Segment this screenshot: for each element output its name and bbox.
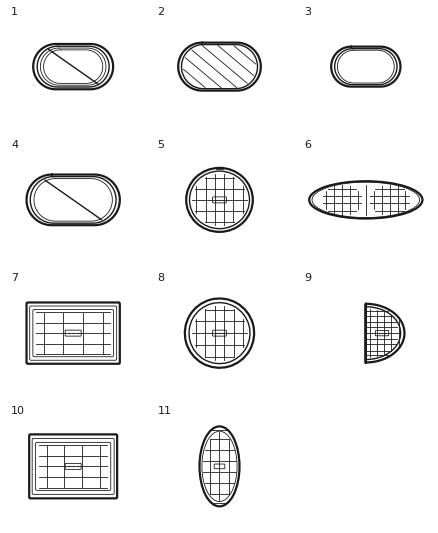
- Text: 10: 10: [11, 406, 25, 416]
- Text: 7: 7: [11, 273, 18, 283]
- Text: 2: 2: [157, 7, 164, 17]
- Text: 3: 3: [303, 7, 310, 17]
- Text: 5: 5: [157, 140, 164, 150]
- Text: 1: 1: [11, 7, 18, 17]
- Text: 8: 8: [157, 273, 164, 283]
- Text: 4: 4: [11, 140, 18, 150]
- Text: 6: 6: [303, 140, 310, 150]
- Text: 11: 11: [157, 406, 171, 416]
- Text: 9: 9: [303, 273, 310, 283]
